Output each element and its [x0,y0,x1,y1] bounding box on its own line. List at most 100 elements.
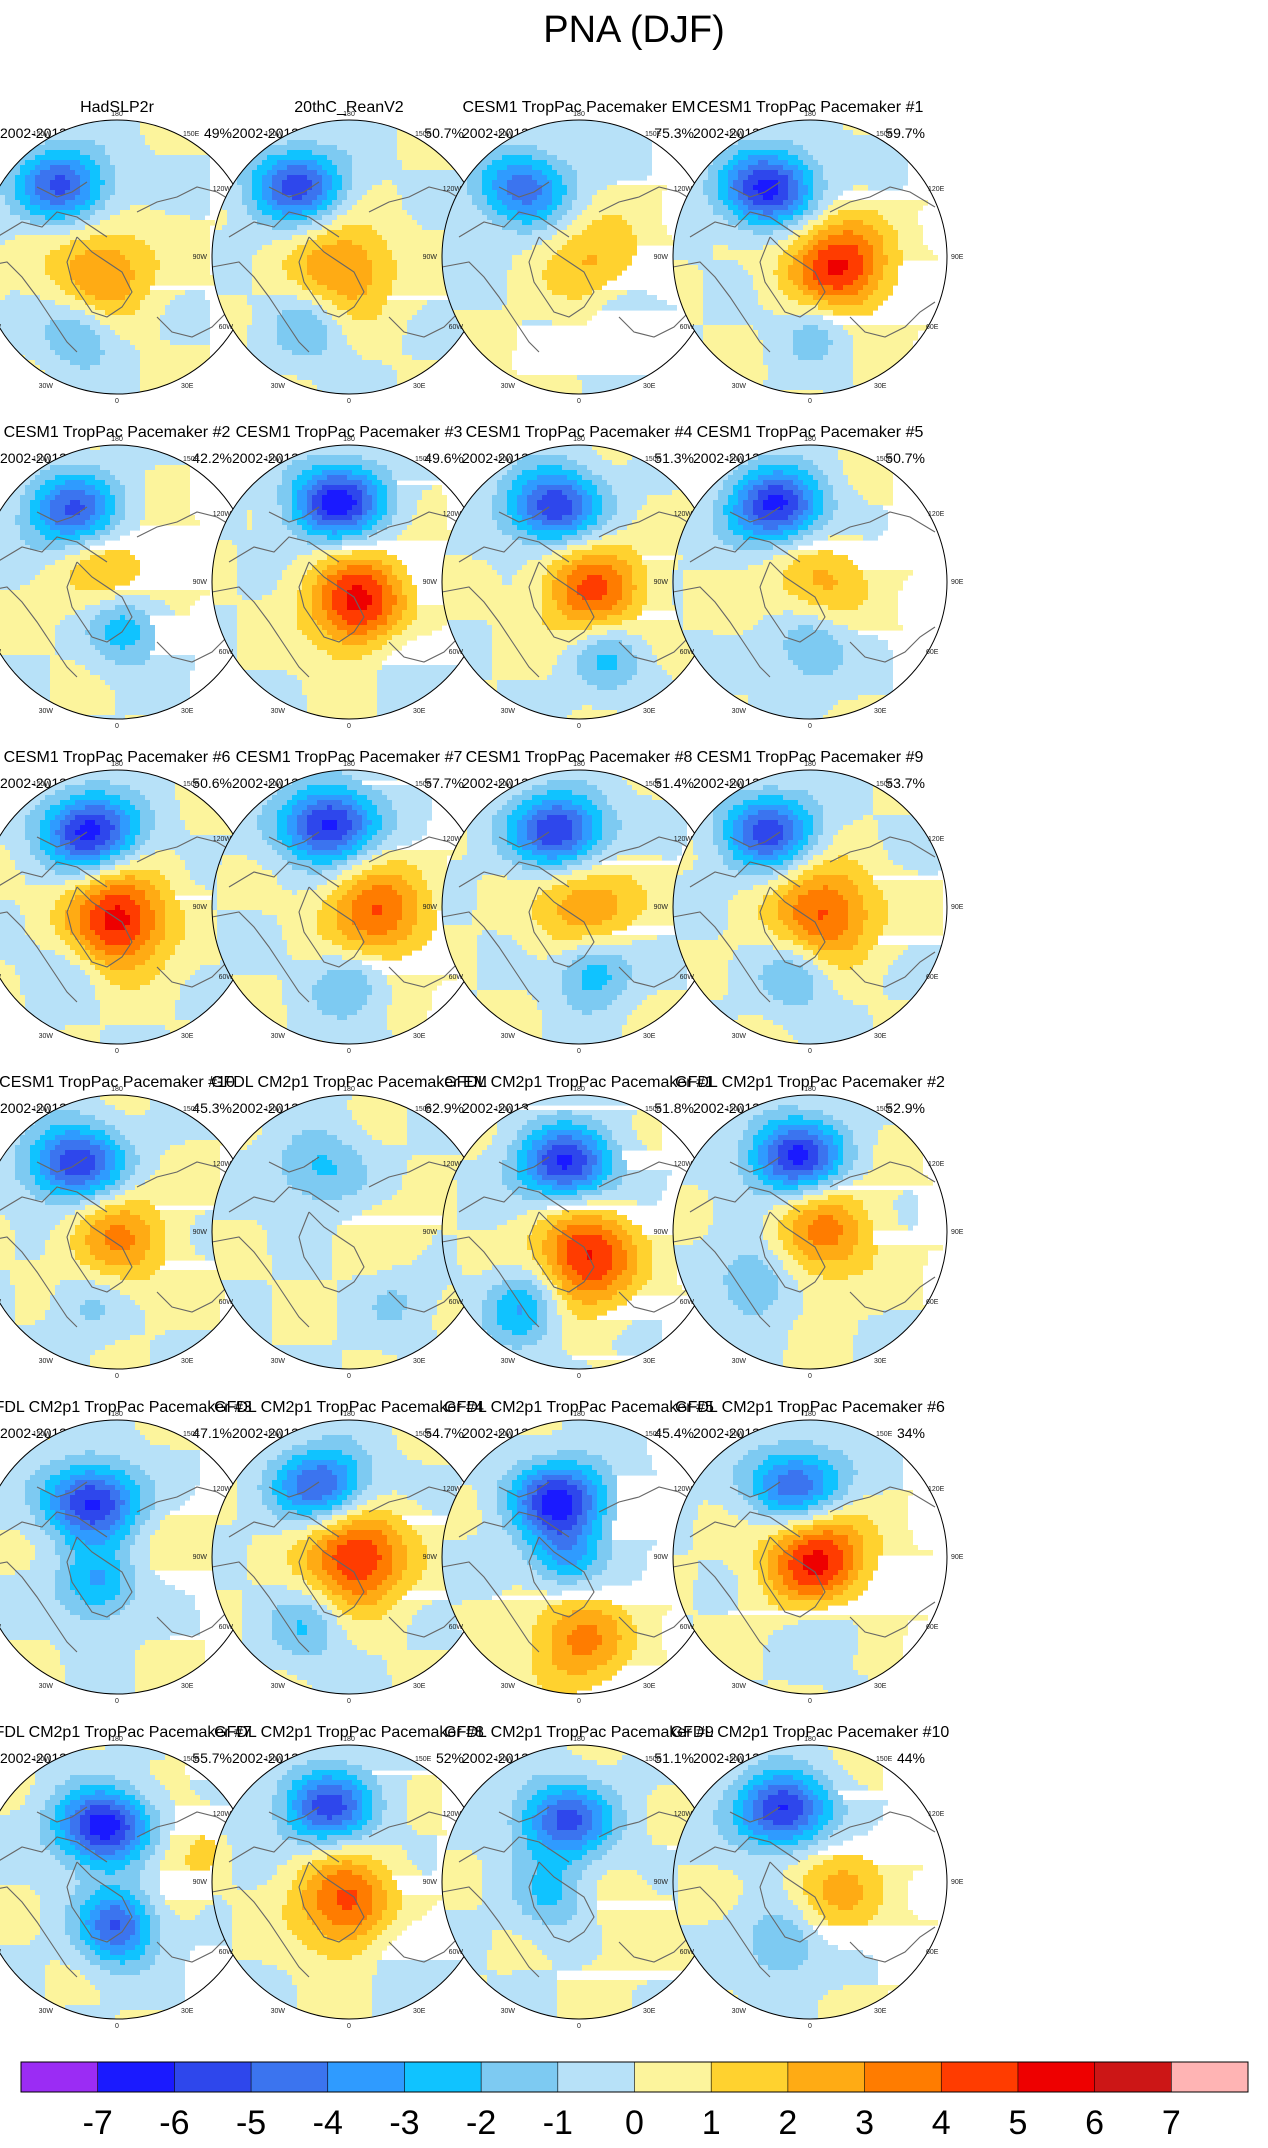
panel-title: GFDL CM2p1 TropPac Pacemaker #10 [671,1724,950,1741]
map-tick-label: 30W [501,2008,516,2015]
colorbar-swatch [21,2062,98,2092]
panel-title: CESM1 TropPac Pacemaker #8 [466,749,693,766]
coastline [442,1806,705,1978]
map-tick-label: 180 [804,1411,816,1418]
coastline [212,831,475,1003]
colorbar-swatch [251,2062,329,2092]
pattern-field [442,120,682,394]
coastline [212,1156,475,1328]
map-tick-label: 90E [951,254,964,261]
map-tick-label: 120W [443,836,462,843]
panel-variance-percent: 34% [897,1425,925,1441]
map-tick-label: 90W [654,1879,669,1886]
panel-title: CESM1 TropPac Pacemaker #6 [4,749,231,766]
map-tick-label: 0 [577,1373,581,1380]
map-tick-label: 30E [643,2008,656,2015]
map-tick-label: 150W [726,1756,745,1763]
map-tick-label: 120W [213,1486,232,1493]
map-tick-label: 60W [680,324,695,331]
map-tick-label: 90W [654,254,669,261]
map-tick-label: 30W [732,1358,747,1365]
colorbar-swatch [1094,2062,1172,2092]
map-tick-label: 180 [573,436,585,443]
map-tick-label: 30E [874,708,887,715]
colorbar-tick-label: 0 [625,2104,644,2142]
colorbar-tick-label: 3 [855,2104,874,2142]
coastline [673,1481,936,1653]
map-tick-label: 150E [415,131,432,138]
map-tick-label: 150W [33,1106,52,1113]
coastline [0,1806,243,1978]
colorbar-tick-label: 5 [1008,2104,1027,2142]
map-tick-label: 60W [449,649,464,656]
map-tick-label: 90E [951,1879,964,1886]
map-tick-label: 90W [193,1229,208,1236]
map-tick-label: 150E [876,131,893,138]
panel-variance-percent: 42.2% [192,450,232,466]
main-title: PNA (DJF) [543,9,725,51]
map-tick-label: 120W [443,511,462,518]
colorbar-tick-label: -4 [313,2104,343,2142]
panel-title: CESM1 TropPac Pacemaker #4 [466,424,693,441]
colorbar-swatch [941,2062,1019,2092]
map-tick-label: 30W [39,2008,54,2015]
map-tick-label: 30E [643,1033,656,1040]
colorbar-swatch [327,2062,405,2092]
map-tick-label: 30W [39,383,54,390]
map-boundary [672,1744,948,2020]
map-tick-label: 120W [443,186,462,193]
map-tick-label: 60W [680,974,695,981]
colorbar-tick-label: 4 [932,2104,951,2142]
map-tick-label: 120W [674,1486,693,1493]
map-tick-label: 30W [732,2008,747,2015]
map-tick-label: 180 [111,1411,123,1418]
map-tick-label: 30W [271,1358,286,1365]
map-tick-label: 120W [213,1811,232,1818]
panel-title: 20thC_ReanV2 [294,99,404,116]
map-tick-label: 180 [804,1086,816,1093]
panel-title: CESM1 TropPac Pacemaker #9 [697,749,924,766]
map-tick-label: 30E [413,1033,426,1040]
panel-variance-percent: 47.1% [192,1425,232,1441]
map-tick-label: 180 [343,436,355,443]
map-tick-label: 150W [495,1431,514,1438]
pattern-field [442,770,697,1044]
panel-variance-percent: 53.7% [885,775,925,791]
map-tick-label: 150E [645,1756,662,1763]
map-tick-label: 150W [265,781,284,788]
map-tick-label: 90W [423,579,438,586]
map-tick-label: 150W [33,456,52,463]
map-tick-label: 30W [501,708,516,715]
pattern-field [212,1745,467,2019]
panel-variance-percent: 51.8% [654,1100,694,1116]
map-tick-label: 120W [213,511,232,518]
map-tick-label: 30W [732,1683,747,1690]
map-tick-label: 30W [501,1683,516,1690]
panel-variance-percent: 51.1% [654,1750,694,1766]
colorbar-tick-label: -1 [543,2104,573,2142]
panel-title: CESM1 TropPac Pacemaker #5 [697,424,924,441]
map-tick-label: 0 [347,1698,351,1705]
map-tick-label: 60W [0,324,1,331]
map-tick-label: 0 [115,723,119,730]
map-tick-label: 0 [808,1698,812,1705]
map-tick-label: 0 [577,2023,581,2030]
map-tick-label: 150E [183,456,200,463]
map-tick-label: 180 [343,1411,355,1418]
map-tick-label: 120W [674,1161,693,1168]
map-tick-label: 180 [804,1736,816,1743]
pattern-field [0,445,210,719]
map-panel: GFDL CM2p1 TropPac Pacemaker #62002-2013… [654,1399,964,1705]
panel-title: HadSLP2r [80,99,154,116]
map-tick-label: 90W [423,254,438,261]
map-tick-label: 120W [443,1486,462,1493]
map-tick-label: 180 [573,111,585,118]
map-tick-label: 120W [213,836,232,843]
map-tick-label: 60E [926,1949,939,1956]
map-tick-label: 90W [193,904,208,911]
map-tick-label: 30W [271,1033,286,1040]
panel-variance-percent: 62.9% [424,1100,464,1116]
panel-variance-percent: 50.7% [885,450,925,466]
